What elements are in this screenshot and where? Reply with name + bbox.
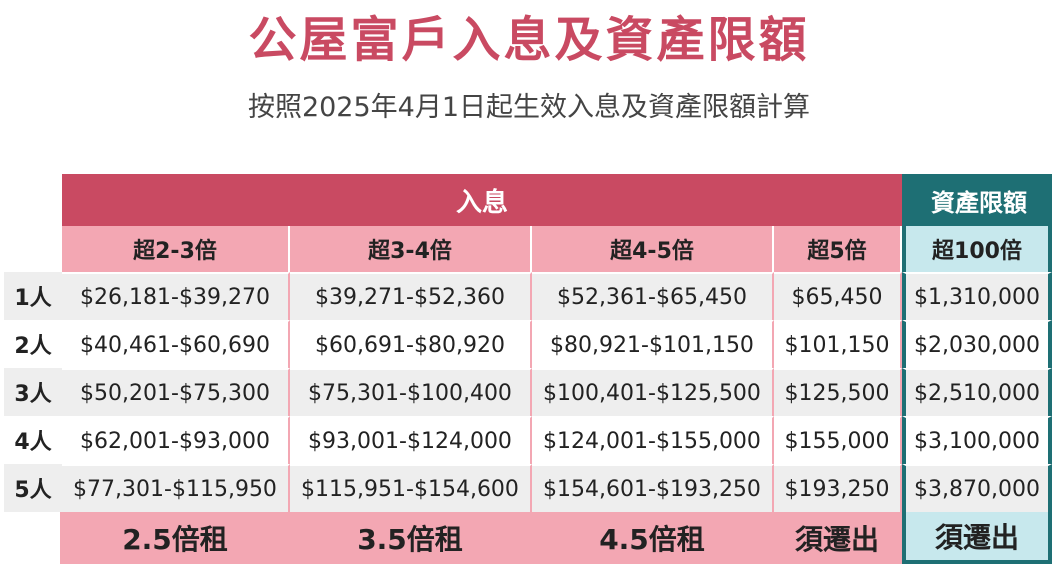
- corner-blank: [4, 512, 62, 564]
- income-cell: $75,301-$100,400: [290, 368, 532, 416]
- income-subheader: 超5倍: [774, 226, 903, 272]
- income-cell: $124,001-$155,000: [532, 416, 774, 464]
- corner-blank: [4, 174, 62, 226]
- limits-table: 入息 資產限額 超2-3倍 超3-4倍 超4-5倍 超5倍 超100倍 1人 $…: [4, 174, 1053, 564]
- table-row: 5人 $77,301-$115,950 $115,951-$154,600 $1…: [4, 464, 1053, 512]
- asset-cell: $1,310,000: [902, 272, 1053, 320]
- rent-footer: 4.5倍租: [532, 512, 774, 564]
- page-subtitle: 按照2025年4月1日起生效入息及資產限額計算: [247, 92, 811, 123]
- income-subheader: 超3-4倍: [290, 226, 532, 272]
- income-cell: $52,361-$65,450: [532, 272, 774, 320]
- asset-cell: $3,100,000: [902, 416, 1053, 464]
- income-cell: $115,951-$154,600: [290, 464, 532, 512]
- asset-cell: $3,870,000: [902, 464, 1053, 512]
- income-cell: $77,301-$115,950: [62, 464, 290, 512]
- income-cell: $26,181-$39,270: [62, 272, 290, 320]
- asset-header: 資產限額: [902, 174, 1053, 226]
- rent-footer: 須遷出: [774, 512, 903, 564]
- income-cell: $193,250: [774, 464, 903, 512]
- income-cell: $93,001-$124,000: [290, 416, 532, 464]
- income-cell: $125,500: [774, 368, 903, 416]
- income-cell: $60,691-$80,920: [290, 320, 532, 368]
- income-cell: $101,150: [774, 320, 903, 368]
- household-size-label: 3人: [4, 368, 62, 416]
- household-size-label: 2人: [4, 320, 62, 368]
- income-cell: $155,000: [774, 416, 903, 464]
- income-subheader: 超4-5倍: [532, 226, 774, 272]
- table-row: 1人 $26,181-$39,270 $39,271-$52,360 $52,3…: [4, 272, 1053, 320]
- table-row: 3人 $50,201-$75,300 $75,301-$100,400 $100…: [4, 368, 1053, 416]
- income-cell: $39,271-$52,360: [290, 272, 532, 320]
- income-header: 入息: [62, 174, 903, 226]
- asset-cell: $2,510,000: [902, 368, 1053, 416]
- income-subheader: 超2-3倍: [62, 226, 290, 272]
- table-row: 4人 $62,001-$93,000 $93,001-$124,000 $124…: [4, 416, 1053, 464]
- household-size-label: 5人: [4, 464, 62, 512]
- income-cell: $62,001-$93,000: [62, 416, 290, 464]
- income-cell: $100,401-$125,500: [532, 368, 774, 416]
- household-size-label: 1人: [4, 272, 62, 320]
- asset-footer: 須遷出: [902, 512, 1053, 564]
- page-title: 公屋富戶入息及資產限額: [248, 12, 810, 68]
- income-cell: $80,921-$101,150: [532, 320, 774, 368]
- corner-blank: [4, 226, 62, 272]
- income-cell: $154,601-$193,250: [532, 464, 774, 512]
- rent-footer: 3.5倍租: [290, 512, 532, 564]
- income-cell: $65,450: [774, 272, 903, 320]
- asset-cell: $2,030,000: [902, 320, 1053, 368]
- income-cell: $40,461-$60,690: [62, 320, 290, 368]
- asset-subheader: 超100倍: [902, 226, 1053, 272]
- table-row: 2人 $40,461-$60,690 $60,691-$80,920 $80,9…: [4, 320, 1053, 368]
- rent-footer: 2.5倍租: [62, 512, 290, 564]
- household-size-label: 4人: [4, 416, 62, 464]
- income-cell: $50,201-$75,300: [62, 368, 290, 416]
